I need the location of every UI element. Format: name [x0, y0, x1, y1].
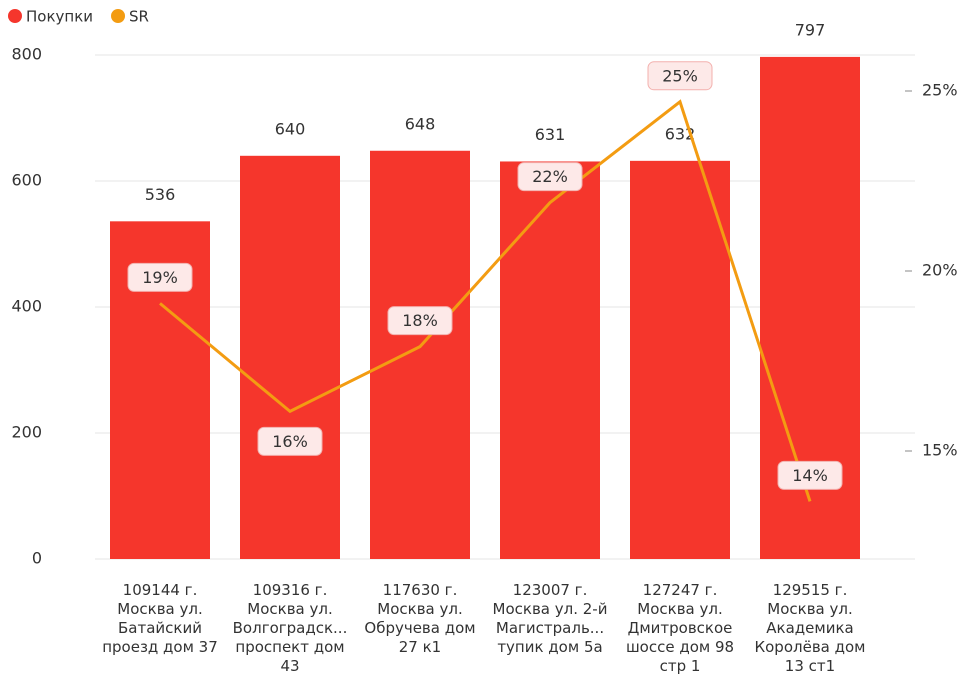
line-label: 18% [402, 311, 438, 330]
label-pill [257, 426, 323, 456]
bar-label: 640 [275, 119, 306, 138]
bar-label: 797 [795, 20, 826, 39]
bar [240, 155, 340, 560]
legend-label: SR [129, 8, 149, 26]
y-tick-label: 800 [11, 45, 42, 64]
x-tick-label: 109144 г. Москва ул. Батайский проезд до… [102, 581, 218, 656]
label-pill [387, 306, 453, 336]
x-tick-label: 127247 г. Москва ул. Дмитровское шоссе д… [625, 581, 735, 675]
line-label: 16% [272, 432, 308, 451]
bar-label: 631 [535, 125, 566, 144]
y-tick-label: 600 [11, 171, 42, 190]
x-tick-label: 123007 г. Москва ул. 2-й Магистраль... т… [492, 581, 608, 656]
label-pill [777, 460, 843, 490]
label-pill [517, 162, 583, 192]
bar [630, 160, 730, 559]
x-tick-label: 109316 г. Москва ул. Волгоградск... прос… [232, 581, 348, 675]
label-pill [647, 61, 713, 91]
line-label: 22% [532, 167, 568, 186]
line-label: 25% [662, 66, 698, 85]
legend-label: Покупки [26, 8, 93, 26]
legend-swatch [8, 9, 22, 23]
y-tick-label: 400 [11, 297, 42, 316]
y2-tick-label: 15% [922, 441, 958, 460]
x-tick-label: 129515 г. Москва ул. Академика Королёва … [754, 581, 866, 675]
y2-tick-label: 25% [922, 81, 958, 100]
y2-tick-label: 20% [922, 261, 958, 280]
y-tick-label: 200 [11, 423, 42, 442]
line-label: 14% [792, 466, 828, 485]
line [159, 99, 812, 502]
label-pill [127, 262, 193, 292]
line-label: 19% [142, 268, 178, 287]
bar [370, 150, 470, 559]
bar [500, 161, 600, 559]
bar-label: 536 [145, 185, 176, 204]
x-tick-label: 117630 г. Москва ул. Обручева дом 27 к1 [364, 581, 476, 656]
y-tick-label: 0 [32, 549, 42, 568]
bar-label: 648 [405, 114, 436, 133]
legend-swatch [111, 9, 126, 23]
